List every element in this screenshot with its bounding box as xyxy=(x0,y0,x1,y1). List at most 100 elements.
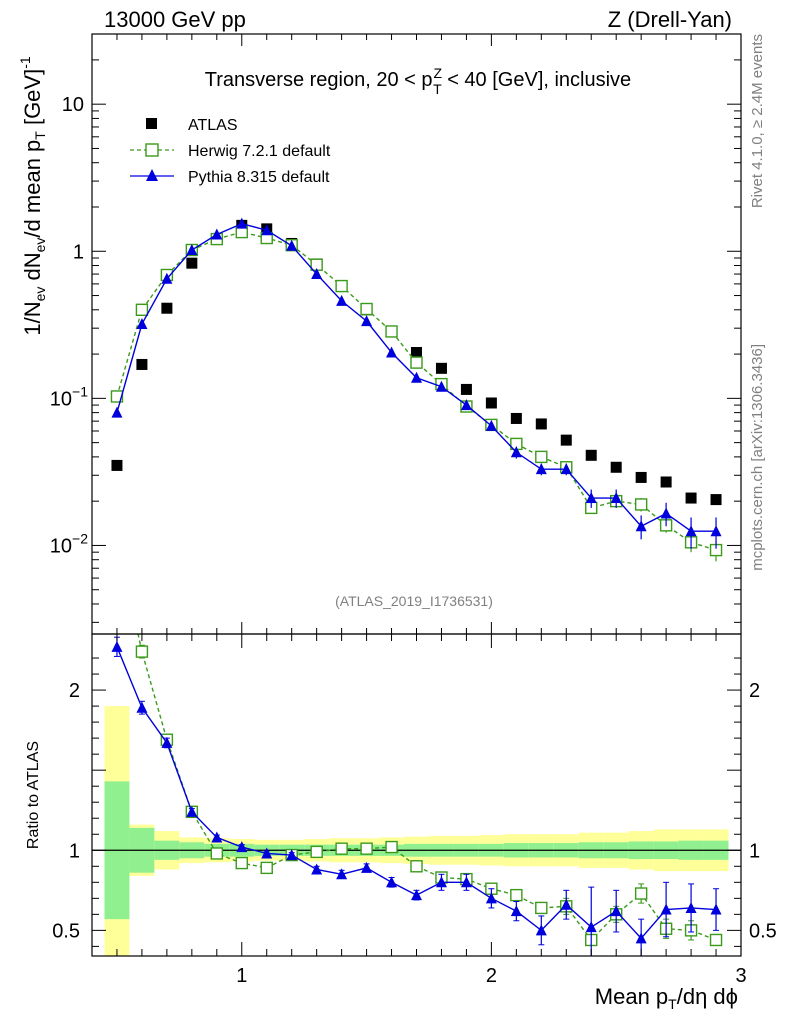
pythia-point xyxy=(236,217,248,229)
pythia-ratio-point xyxy=(510,905,522,917)
herwig-ratio-point xyxy=(235,856,248,870)
ratio-y-tick-label: 1 xyxy=(69,840,80,862)
mcplots-label: mcplots.cern.ch [arXiv:1306.3436] xyxy=(749,344,766,571)
atlas-point xyxy=(510,412,522,424)
herwig-ratio-point xyxy=(410,860,423,873)
atlas-point xyxy=(435,362,447,374)
tick-exponent: −2 xyxy=(72,530,88,546)
ratio-y-tick-label-right: 0.5 xyxy=(749,920,777,942)
pythia-ratio-point xyxy=(435,876,447,888)
upper-y-tick-label: 10−1 xyxy=(50,383,88,410)
pythia-ratio-point xyxy=(485,892,497,904)
herwig-ratio-point xyxy=(111,532,122,543)
plot-title: Transverse region, 20 < pZ T < 40 [GeV], … xyxy=(205,65,631,97)
pythia-point xyxy=(111,406,123,418)
herwig-point xyxy=(535,450,548,464)
herwig-point xyxy=(385,325,398,338)
x-tick-label: 2 xyxy=(486,965,497,987)
pythia-ratio-point xyxy=(460,876,472,888)
tick-exponent: −1 xyxy=(72,383,88,399)
main-plot-marks xyxy=(110,217,723,562)
x-tick-label: 1 xyxy=(236,965,247,987)
pythia-ratio-point xyxy=(136,701,148,713)
pythia-ratio-point xyxy=(161,736,173,748)
atlas-point xyxy=(161,302,173,314)
herwig-ratio-point xyxy=(135,645,149,658)
herwig-point xyxy=(135,303,149,316)
herwig-point xyxy=(335,279,348,293)
pythia-point xyxy=(435,380,447,392)
tick-base: 10 xyxy=(50,388,72,410)
analysis-watermark: (ATLAS_2019_I1736531) xyxy=(335,593,493,609)
x-tick-label: 3 xyxy=(735,965,746,987)
pythia-ratio-point xyxy=(186,805,198,817)
herwig-point xyxy=(634,498,648,511)
pythia-point xyxy=(510,446,522,458)
upper-y-tick-label: 10 xyxy=(62,94,84,116)
pythia-point xyxy=(336,294,348,306)
atlas-point xyxy=(111,459,123,471)
legend-atlas-label: ATLAS xyxy=(188,117,238,134)
herwig-point xyxy=(110,390,124,403)
rivet-label: Rivet 4.1.0, ≥ 2.4M events xyxy=(749,34,766,208)
lower-frame xyxy=(91,633,742,957)
pythia-point xyxy=(660,507,672,519)
pythia-ratio-point xyxy=(386,876,398,888)
pythia-ratio-point xyxy=(660,903,672,915)
pythia-ratio-point xyxy=(111,640,123,652)
herwig-ratio-point xyxy=(335,842,348,855)
legend-herwig-marker xyxy=(145,143,159,157)
pythia-ratio-point xyxy=(211,831,223,843)
pythia-point xyxy=(710,525,722,537)
x-axis-label: Mean pT/dη dϕ xyxy=(595,984,738,1012)
herwig-ratio-point xyxy=(260,861,273,875)
atlas-point xyxy=(411,347,422,359)
ratio-y-tick-label: 2 xyxy=(69,680,80,702)
band-area xyxy=(92,706,741,956)
pythia-ratio-point xyxy=(236,841,248,853)
herwig-ratio-point xyxy=(510,888,523,902)
ratio-uncertainty-bands xyxy=(92,706,741,956)
pythia-point xyxy=(161,272,173,284)
herwig-line xyxy=(116,231,717,551)
pythia-point xyxy=(685,525,697,537)
pythia-point xyxy=(311,268,323,280)
atlas-point xyxy=(660,476,672,488)
legend-pythia-marker xyxy=(146,169,158,181)
atlas-point xyxy=(136,358,148,370)
pythia-ratio-point xyxy=(411,889,422,901)
pythia-ratio-point xyxy=(535,924,547,936)
pythia-ratio-point xyxy=(336,868,348,880)
pythia-point xyxy=(136,318,148,330)
herwig-ratio-point xyxy=(210,847,224,860)
herwig-ratio-point xyxy=(535,901,548,915)
pythia-point xyxy=(585,492,597,504)
pythia-ratio-point xyxy=(585,921,597,933)
pythia-ratio-point xyxy=(685,901,697,913)
pythia-ratio-point xyxy=(361,861,373,873)
header-left: 13000 GeV pp xyxy=(104,7,246,32)
pythia-point xyxy=(286,239,298,251)
ratio-y-tick-label: 0.5 xyxy=(52,920,80,942)
lower-plot-area xyxy=(111,532,723,956)
atlas-point xyxy=(610,461,622,473)
pythia-ratio-point xyxy=(710,903,722,915)
pythia-point xyxy=(535,463,547,475)
atlas-point xyxy=(485,397,497,409)
herwig-ratio-point xyxy=(385,840,398,854)
pythia-ratio-point xyxy=(261,847,273,859)
upper-plot-area xyxy=(110,217,723,562)
ratio-y-tick-label-right: 2 xyxy=(749,680,760,702)
legend-pythia-label: Pythia 8.315 default xyxy=(188,169,330,186)
pythia-ratio-point xyxy=(560,898,572,910)
legend-entry-atlas: ATLAS xyxy=(146,117,238,134)
herwig-ratio-point xyxy=(310,845,323,859)
atlas-point xyxy=(186,257,198,269)
ratio-plot-axes: 1 2 3 0.5 0.5 1 1 2 2 xyxy=(52,633,777,987)
pythia-ratio-point xyxy=(635,932,647,944)
pythia-point xyxy=(211,228,223,240)
herwig-ratio-point xyxy=(634,887,648,900)
pythia-point xyxy=(186,244,198,256)
atlas-point xyxy=(460,383,472,395)
